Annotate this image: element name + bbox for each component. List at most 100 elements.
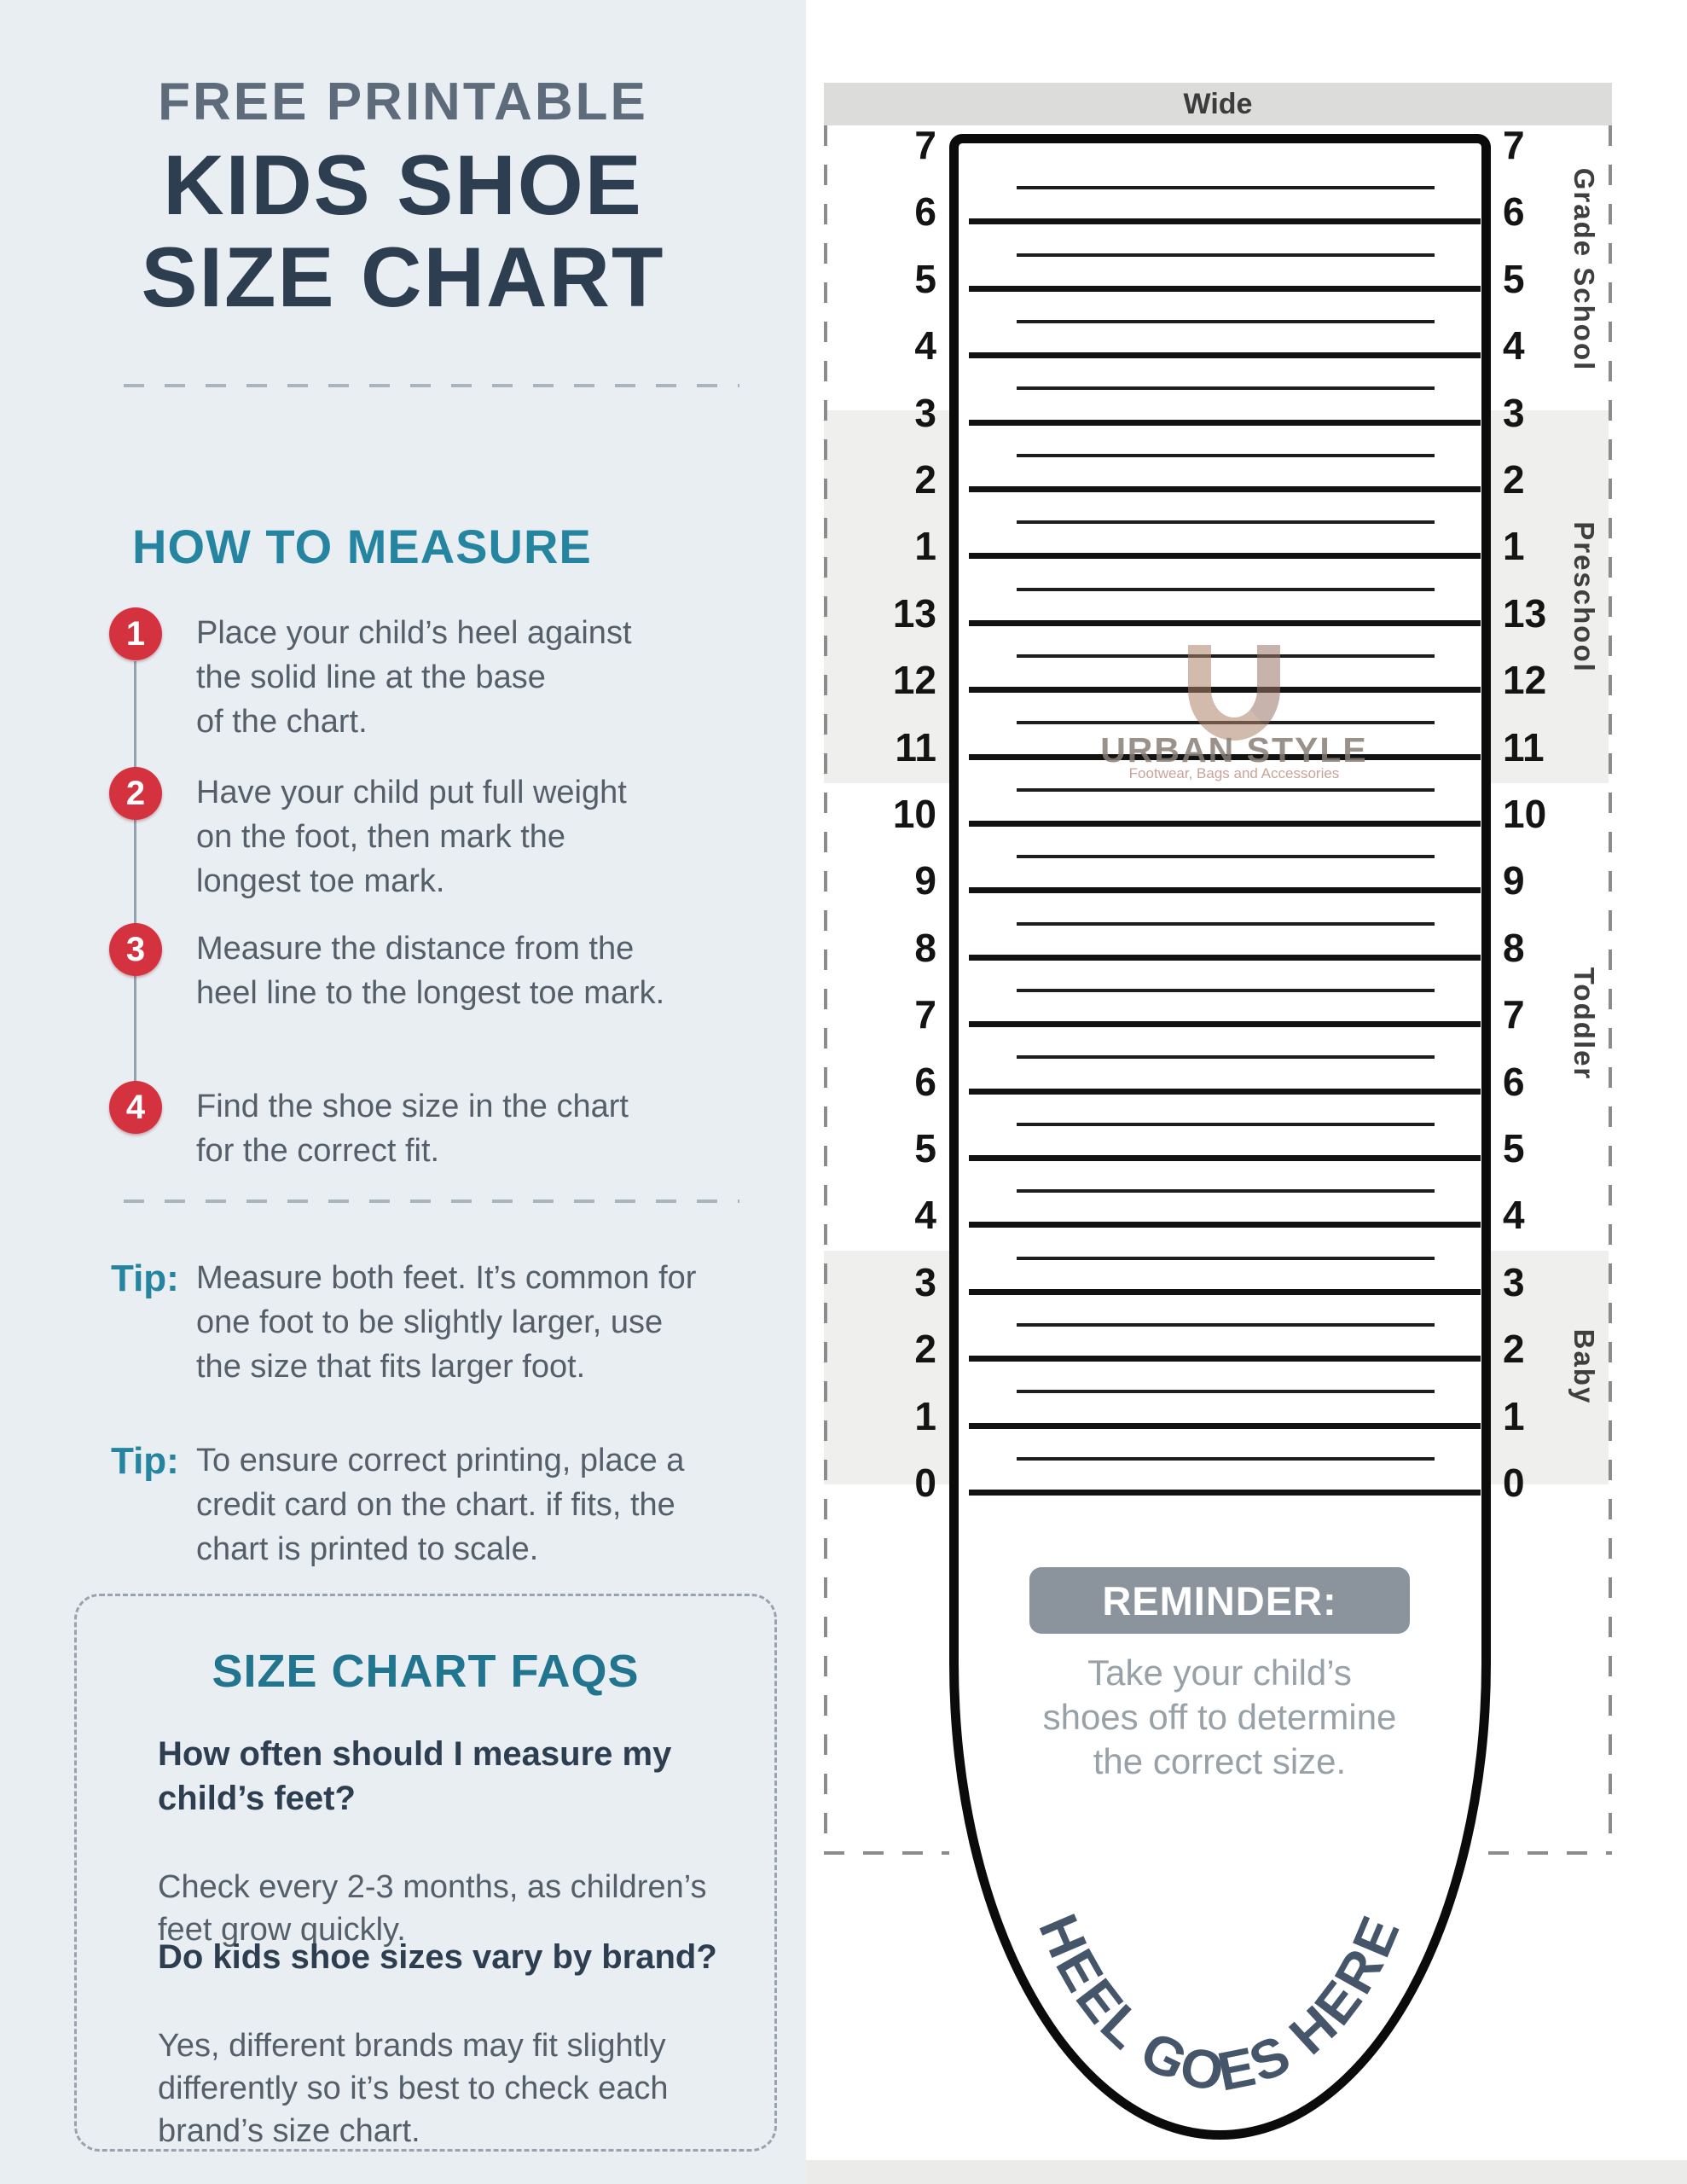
heel-goes-here-curved-text: HEEL GOES HERE	[1027, 1906, 1412, 2104]
size-number-left: 1	[914, 524, 936, 568]
step-text-line: on the foot, then mark the	[196, 819, 566, 855]
foot-measure-outline	[949, 134, 1491, 2140]
size-number-right: 1	[1503, 1394, 1525, 1438]
watermark-tagline: Footwear, Bags and Accessories	[1128, 765, 1340, 781]
age-group-label: Grade School	[1568, 167, 1600, 372]
size-number-right: 2	[1503, 457, 1525, 502]
faq-question-line: Do kids shoe sizes vary by brand?	[158, 1938, 717, 1976]
reminder-badge: REMINDER:	[1029, 1567, 1410, 1634]
tip-text-line: one foot to be slightly larger, use	[196, 1304, 664, 1340]
size-line-half	[1017, 1257, 1435, 1260]
reminder-text-line: Take your child’s	[1087, 1653, 1352, 1693]
step-text-line: Measure the distance from the	[196, 931, 635, 967]
step-text: Find the shoe size in the chart for the c…	[196, 1084, 793, 1173]
size-number-left: 2	[914, 1327, 936, 1371]
size-line-half	[1017, 788, 1435, 792]
size-number-left: 3	[914, 1260, 936, 1304]
size-number-right: 6	[1503, 1060, 1525, 1104]
size-line-half	[1017, 454, 1435, 457]
size-number-right: 9	[1503, 858, 1525, 903]
size-line-whole	[969, 286, 1481, 292]
eyebrow-title: FREE PRINTABLE	[158, 73, 648, 131]
size-line-half	[1017, 386, 1435, 390]
size-number-left: 7	[914, 992, 936, 1037]
size-number-right: 6	[1503, 189, 1525, 234]
step-number-badge: 2	[109, 767, 162, 820]
size-line-whole	[969, 1089, 1481, 1095]
tip-text-line: To ensure correct printing, place a	[196, 1443, 685, 1478]
size-line-whole	[969, 1356, 1481, 1362]
size-line-half	[1017, 1123, 1435, 1126]
size-number-right: 4	[1503, 1193, 1525, 1237]
tip-text-line: Measure both feet. It’s common for	[196, 1260, 697, 1296]
dashed-divider-top	[124, 384, 739, 387]
size-number-right: 8	[1503, 926, 1525, 970]
size-number-left: 5	[914, 1126, 936, 1170]
faq-question: Do kids shoe sizes vary by brand?	[158, 1935, 721, 1979]
steps-connector-line	[134, 661, 136, 1083]
faq-answer-line: Yes, different brands may fit slightly	[158, 2028, 666, 2064]
cut-line-bottom-right	[1488, 1851, 1612, 1855]
size-number-right: 3	[1503, 391, 1525, 435]
faq-question: How often should I measure my child’s fee…	[158, 1732, 721, 1821]
size-line-half	[1017, 186, 1435, 189]
size-number-left: 11	[895, 725, 936, 770]
page-title-line1: KIDS SHOE	[163, 137, 643, 232]
reminder-text: Take your child’s shoes off to determine t…	[1006, 1651, 1433, 1784]
faq-answer-line: differently so it’s best to check each	[158, 2071, 669, 2106]
faq-answer-line: Check every 2-3 months, as children’s	[158, 1869, 707, 1905]
size-line-whole	[969, 754, 1481, 760]
size-number-left: 0	[914, 1461, 936, 1505]
size-number-left: 10	[892, 792, 936, 836]
cut-line-bottom-left	[824, 1851, 949, 1855]
size-number-left: 5	[914, 257, 936, 301]
size-number-left: 4	[914, 323, 936, 368]
step-text: Place your child’s heel against the solid…	[196, 611, 793, 744]
size-line-whole	[969, 620, 1481, 626]
size-line-whole	[969, 352, 1481, 358]
size-line-half	[1017, 989, 1435, 992]
group-shade-left	[824, 1251, 949, 1484]
how-to-measure-heading: HOW TO MEASURE	[132, 520, 592, 573]
size-number-left: 2	[914, 457, 936, 502]
size-number-right: 3	[1503, 1260, 1525, 1304]
size-line-whole	[969, 1423, 1481, 1429]
size-line-half	[1017, 520, 1435, 524]
faq-answer-line: feet grow quickly.	[158, 1912, 406, 1948]
size-line-half	[1017, 320, 1435, 323]
faq-answer-line: brand’s size chart.	[158, 2113, 420, 2149]
age-group-label: Baby	[1568, 1328, 1600, 1405]
svg-text:HEEL GOES HERE: HEEL GOES HERE	[1027, 1906, 1412, 2104]
size-number-right: 2	[1503, 1327, 1525, 1371]
tip-text: Measure both feet. It’s common for one fo…	[196, 1256, 793, 1389]
reminder-title: REMINDER:	[1102, 1577, 1337, 1623]
size-line-half	[1017, 1189, 1435, 1193]
size-number-right: 5	[1503, 257, 1525, 301]
reminder-text-line: shoes off to determine	[1042, 1697, 1397, 1737]
size-line-whole	[969, 1155, 1481, 1161]
size-line-half	[1017, 922, 1435, 926]
tip-text-line: chart is printed to scale.	[196, 1531, 539, 1567]
size-line-whole	[969, 821, 1481, 827]
step-text: Have your child put full weight on the fo…	[196, 770, 793, 903]
size-line-half	[1017, 1390, 1435, 1393]
size-number-right: 10	[1503, 792, 1547, 836]
size-number-left: 6	[914, 189, 936, 234]
size-line-whole	[969, 1289, 1481, 1295]
faq-question-line: How often should I measure my	[158, 1735, 672, 1773]
size-number-left: 13	[892, 591, 936, 636]
size-number-right: 7	[1503, 992, 1525, 1037]
tip-label: Tip:	[111, 1440, 179, 1482]
group-shade-left	[824, 410, 949, 783]
size-line-whole	[969, 1222, 1481, 1228]
size-line-half	[1017, 253, 1435, 257]
step-text-line: longest toe mark.	[196, 863, 445, 899]
size-number-right: 11	[1503, 725, 1545, 770]
step-number-badge: 4	[109, 1081, 162, 1134]
age-group-label: Preschool	[1568, 521, 1600, 673]
step-text: Measure the distance from the heel line t…	[196, 926, 793, 1015]
size-number-right: 4	[1503, 323, 1525, 368]
size-number-left: 4	[914, 1193, 936, 1237]
faq-question-line: child’s feet?	[158, 1780, 356, 1817]
